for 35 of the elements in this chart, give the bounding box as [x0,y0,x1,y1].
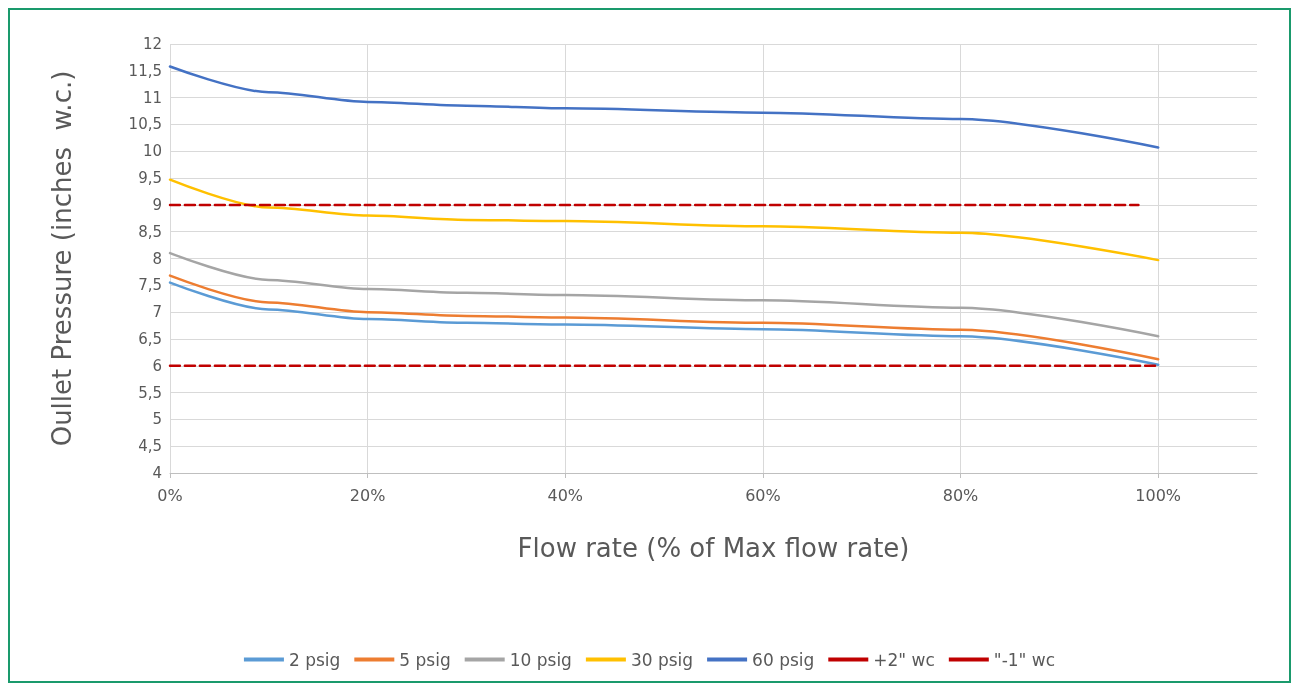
legend-label: "-1" wc [993,649,1056,670]
y-tick-label: 6,5 [138,329,162,348]
legend-label: 60 psig [752,649,815,670]
x-axis-title: Flow rate (% of Max flow rate) [517,533,910,563]
y-tick-label: 12 [142,35,162,53]
x-tick-label: 80% [942,485,979,505]
y-tick-label: 4 [152,464,162,482]
y-tick-label: 7 [152,303,162,322]
y-tick-label: 10 [142,142,162,161]
x-tick-label: 60% [745,485,781,505]
y-tick-label: 4,5 [138,437,162,456]
legend-label: 2 psig [288,649,341,670]
y-axis-title: Oullet Pressure (inches w.c.) [47,70,77,447]
line-series [168,178,1160,262]
x-tick-label: 0% [157,485,183,505]
y-tick-label: 7,5 [138,276,162,295]
x-tick-label: 40% [547,485,584,505]
y-tick-label: 5,5 [138,383,162,402]
y-tick-label: 10,5 [128,115,162,134]
y-tick-label: 6 [152,356,162,375]
legend-label: 10 psig [509,649,572,670]
y-tick-label: 8 [152,249,162,268]
legend-label: 5 psig [399,649,451,670]
y-tick-label: 5 [152,410,162,429]
y-tick-label: 9,5 [138,169,162,188]
line-series [168,65,1160,149]
legend-label: 30 psig [630,649,694,670]
line-series [168,251,1160,338]
x-tick-label: 100% [1135,485,1182,505]
y-tick-label: 9 [152,195,162,214]
y-tick-label: 11 [142,88,162,107]
y-tick-label: 11,5 [128,61,162,80]
legend-label: +2" wc [873,649,935,670]
x-tick-label: 20% [349,485,386,505]
y-tick-label: 8,5 [138,222,162,241]
